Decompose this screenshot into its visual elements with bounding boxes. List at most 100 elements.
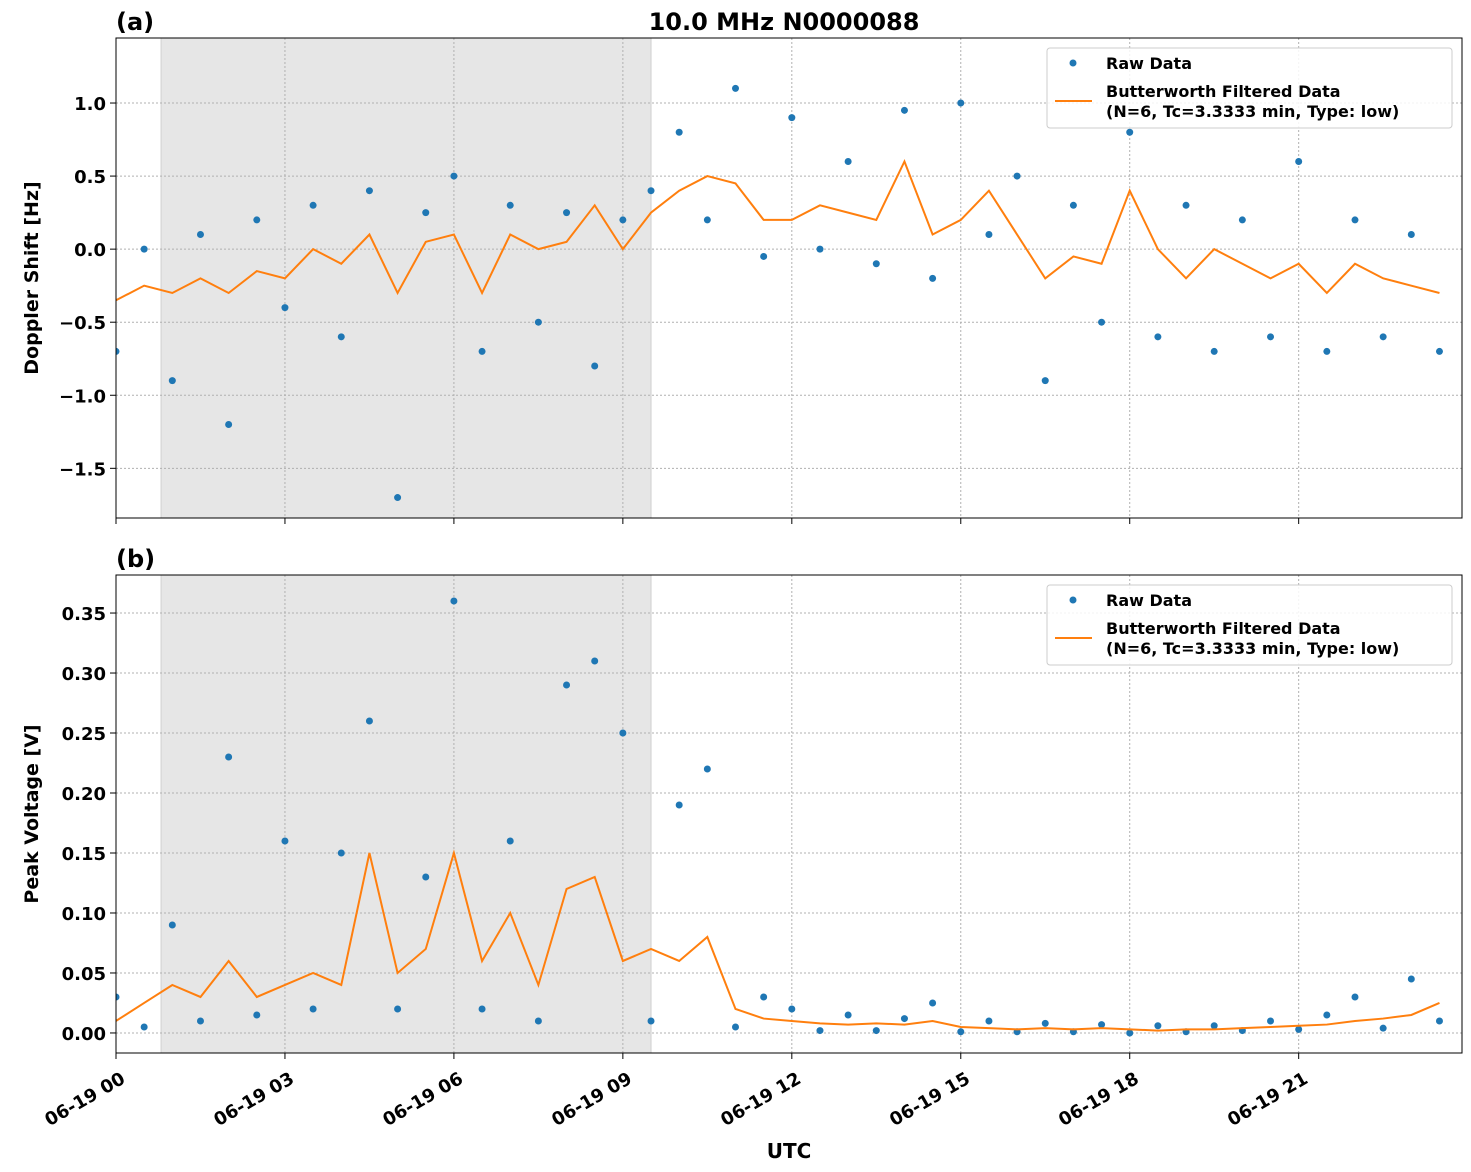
plot-area xyxy=(116,84,1443,502)
x-tick-label: 06-19 18 xyxy=(1055,1068,1142,1131)
y-tick-label: 0.15 xyxy=(62,844,106,865)
y-tick-label: 0.20 xyxy=(62,784,106,805)
raw-point xyxy=(196,231,204,239)
y-tick-label: −1.5 xyxy=(59,459,106,480)
raw-point xyxy=(1041,377,1049,385)
raw-point xyxy=(1435,347,1443,355)
raw-point xyxy=(1379,333,1387,341)
raw-point xyxy=(478,1005,486,1013)
raw-point xyxy=(225,420,233,428)
y-tick-label: −1.0 xyxy=(59,386,106,407)
raw-point xyxy=(506,201,514,209)
raw-point xyxy=(422,209,430,217)
y-tick-label: −0.5 xyxy=(59,313,106,334)
legend-label: Raw Data xyxy=(1106,591,1192,610)
legend-label: Raw Data xyxy=(1106,54,1192,73)
raw-point xyxy=(1351,993,1359,1001)
raw-point xyxy=(591,657,599,665)
raw-point xyxy=(1267,333,1275,341)
raw-point xyxy=(225,753,233,761)
raw-point xyxy=(1323,1011,1331,1019)
legend-box xyxy=(1046,47,1453,129)
y-tick-label: 0.5 xyxy=(74,167,106,188)
raw-point xyxy=(534,1017,542,1025)
raw-point xyxy=(872,260,880,268)
raw-point xyxy=(1098,1021,1106,1029)
raw-point xyxy=(731,84,739,92)
y-tick-label: 0.25 xyxy=(62,724,106,745)
raw-point xyxy=(731,1023,739,1031)
raw-point xyxy=(985,1017,993,1025)
raw-point xyxy=(450,597,458,605)
raw-point xyxy=(1295,1025,1303,1033)
raw-point xyxy=(675,128,683,136)
raw-point xyxy=(365,187,373,195)
raw-point xyxy=(281,304,289,312)
raw-point xyxy=(619,729,627,737)
y-tick-label: 0.10 xyxy=(62,904,106,925)
x-tick-label: 06-19 21 xyxy=(1224,1068,1311,1131)
raw-point xyxy=(365,717,373,725)
raw-point xyxy=(309,201,317,209)
x-tick-label: 06-19 15 xyxy=(886,1068,973,1131)
raw-point xyxy=(929,999,937,1007)
raw-point xyxy=(168,921,176,929)
raw-point xyxy=(196,1017,204,1025)
y-tick-label: 0.35 xyxy=(62,604,106,625)
raw-point xyxy=(168,377,176,385)
raw-point xyxy=(1098,318,1106,326)
raw-point xyxy=(619,216,627,224)
axes-frame xyxy=(115,574,1463,1054)
x-tick-label: 06-19 09 xyxy=(548,1068,635,1131)
raw-point xyxy=(337,849,345,857)
legend-label: Butterworth Filtered Data (N=6, Tc=3.3333… xyxy=(1106,82,1399,121)
raw-point xyxy=(281,837,289,845)
raw-point xyxy=(788,114,796,122)
chart-title: 10.0 MHz N0000088 xyxy=(649,8,920,36)
raw-point xyxy=(478,347,486,355)
x-tick-label: 06-19 12 xyxy=(717,1068,804,1131)
raw-point xyxy=(1013,172,1021,180)
raw-point xyxy=(675,801,683,809)
raw-point xyxy=(788,1005,796,1013)
raw-point xyxy=(563,681,571,689)
raw-point xyxy=(760,993,768,1001)
axes-frame xyxy=(115,37,1463,519)
raw-point xyxy=(647,187,655,195)
panel-label: (b) xyxy=(116,545,155,573)
raw-point xyxy=(253,1011,261,1019)
raw-point xyxy=(844,157,852,165)
raw-point xyxy=(900,1015,908,1023)
raw-point xyxy=(1407,231,1415,239)
raw-point xyxy=(1407,975,1415,983)
x-tick-label: 06-19 03 xyxy=(210,1068,297,1131)
plot-area xyxy=(116,597,1443,1037)
raw-point xyxy=(116,347,120,355)
raw-point xyxy=(1126,128,1134,136)
filtered-line xyxy=(116,158,1440,302)
raw-point xyxy=(929,274,937,282)
raw-point xyxy=(1238,216,1246,224)
raw-point xyxy=(816,245,824,253)
legend-marker xyxy=(1069,59,1077,67)
y-axis-label: Peak Voltage [V] xyxy=(21,724,43,903)
raw-point xyxy=(534,318,542,326)
raw-point xyxy=(253,216,261,224)
raw-point xyxy=(1182,201,1190,209)
y-tick-label: 0.00 xyxy=(62,1024,106,1045)
raw-point xyxy=(1435,1017,1443,1025)
raw-point xyxy=(1069,201,1077,209)
raw-point xyxy=(1041,1019,1049,1027)
legend-label: Butterworth Filtered Data (N=6, Tc=3.3333… xyxy=(1106,619,1399,658)
raw-point xyxy=(647,1017,655,1025)
raw-point xyxy=(1379,1024,1387,1032)
x-tick-label: 06-19 06 xyxy=(379,1068,466,1131)
raw-point xyxy=(1210,347,1218,355)
y-tick-label: 0.05 xyxy=(62,964,106,985)
y-axis-label: Doppler Shift [Hz] xyxy=(21,181,43,374)
raw-point xyxy=(1295,157,1303,165)
raw-point xyxy=(703,765,711,773)
raw-point xyxy=(1154,333,1162,341)
raw-point xyxy=(337,333,345,341)
raw-point xyxy=(394,1005,402,1013)
